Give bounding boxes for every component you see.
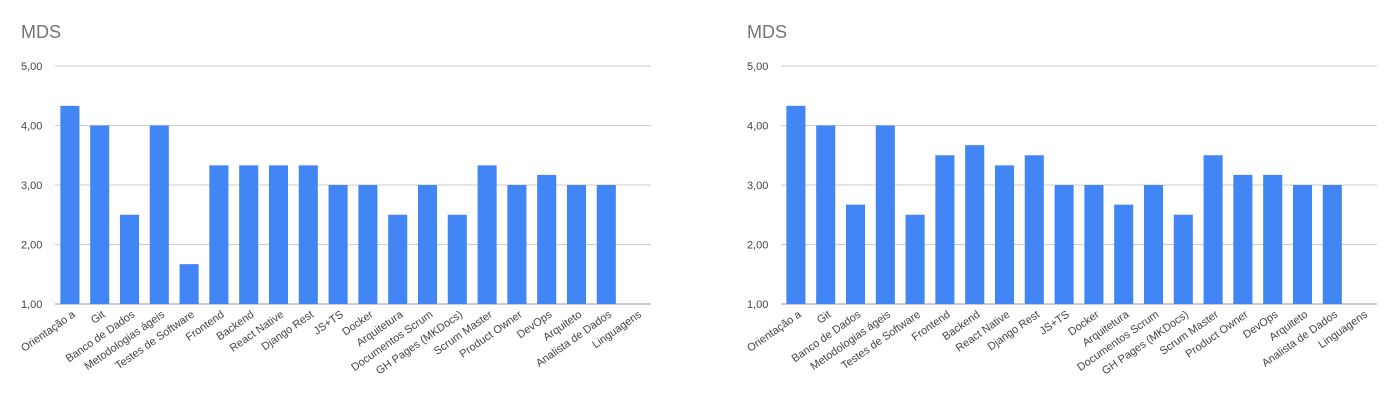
- bar[interactable]: [965, 145, 985, 304]
- bar[interactable]: [1173, 214, 1193, 304]
- y-tick-label: 4,00: [21, 121, 42, 133]
- bar[interactable]: [1263, 174, 1283, 304]
- x-tick-label: Orientação a: [19, 308, 78, 354]
- bar[interactable]: [905, 214, 925, 304]
- bar[interactable]: [119, 214, 140, 304]
- bar[interactable]: [875, 125, 895, 305]
- chart-title: MDS: [747, 22, 787, 42]
- bar[interactable]: [1292, 185, 1313, 304]
- bar[interactable]: [1322, 185, 1342, 304]
- bar[interactable]: [507, 185, 527, 304]
- y-tick-label: 3,00: [747, 180, 768, 192]
- bar[interactable]: [1203, 155, 1223, 304]
- bar[interactable]: [268, 165, 289, 304]
- x-tick-label: Git: [89, 309, 107, 327]
- bar[interactable]: [786, 105, 806, 305]
- bar[interactable]: [994, 165, 1015, 304]
- bar[interactable]: [298, 165, 318, 304]
- bar[interactable]: [566, 185, 587, 304]
- bar[interactable]: [209, 165, 229, 304]
- bar[interactable]: [816, 125, 836, 305]
- x-tick-label: JS+TS: [1038, 309, 1072, 338]
- chart-title: MDS: [21, 22, 61, 42]
- y-tick-label: 5,00: [747, 61, 768, 73]
- bar[interactable]: [1143, 185, 1164, 304]
- bar[interactable]: [537, 174, 557, 304]
- chart-panel-2: MDS 1,00 2,00 3,00 4,00 5,00 Orientação a Git B…: [726, 0, 1397, 415]
- bar[interactable]: [1114, 204, 1134, 304]
- x-tick-label: Git: [815, 309, 833, 327]
- bar[interactable]: [447, 214, 467, 304]
- bar[interactable]: [90, 125, 110, 305]
- bar[interactable]: [358, 185, 378, 304]
- x-tick-label: JS+TS: [312, 309, 346, 338]
- bar[interactable]: [417, 185, 438, 304]
- bar[interactable]: [935, 155, 955, 304]
- bar[interactable]: [1024, 155, 1044, 304]
- y-tick-label: 4,00: [747, 121, 768, 133]
- y-tick-label: 2,00: [747, 240, 768, 252]
- bar[interactable]: [1054, 185, 1074, 304]
- bar[interactable]: [328, 185, 348, 304]
- y-tick-label: 2,00: [21, 240, 42, 252]
- y-tick-label: 1,00: [21, 299, 42, 311]
- bar[interactable]: [179, 264, 199, 304]
- bar[interactable]: [239, 165, 259, 304]
- bar[interactable]: [1233, 174, 1253, 304]
- chart-panel-1: MDS 1,00 2,00 3,00 4,00 5,00 Orientação a Git B…: [0, 0, 680, 415]
- x-tick-label: Orientação a: [745, 308, 804, 354]
- bar[interactable]: [477, 165, 497, 304]
- bar[interactable]: [1084, 185, 1104, 304]
- bar[interactable]: [596, 185, 616, 304]
- y-tick-label: 3,00: [21, 180, 42, 192]
- y-tick-label: 1,00: [747, 299, 768, 311]
- bar[interactable]: [60, 105, 80, 305]
- bar[interactable]: [388, 214, 408, 304]
- bar[interactable]: [845, 204, 866, 304]
- bar[interactable]: [149, 125, 169, 305]
- y-tick-label: 5,00: [21, 61, 42, 73]
